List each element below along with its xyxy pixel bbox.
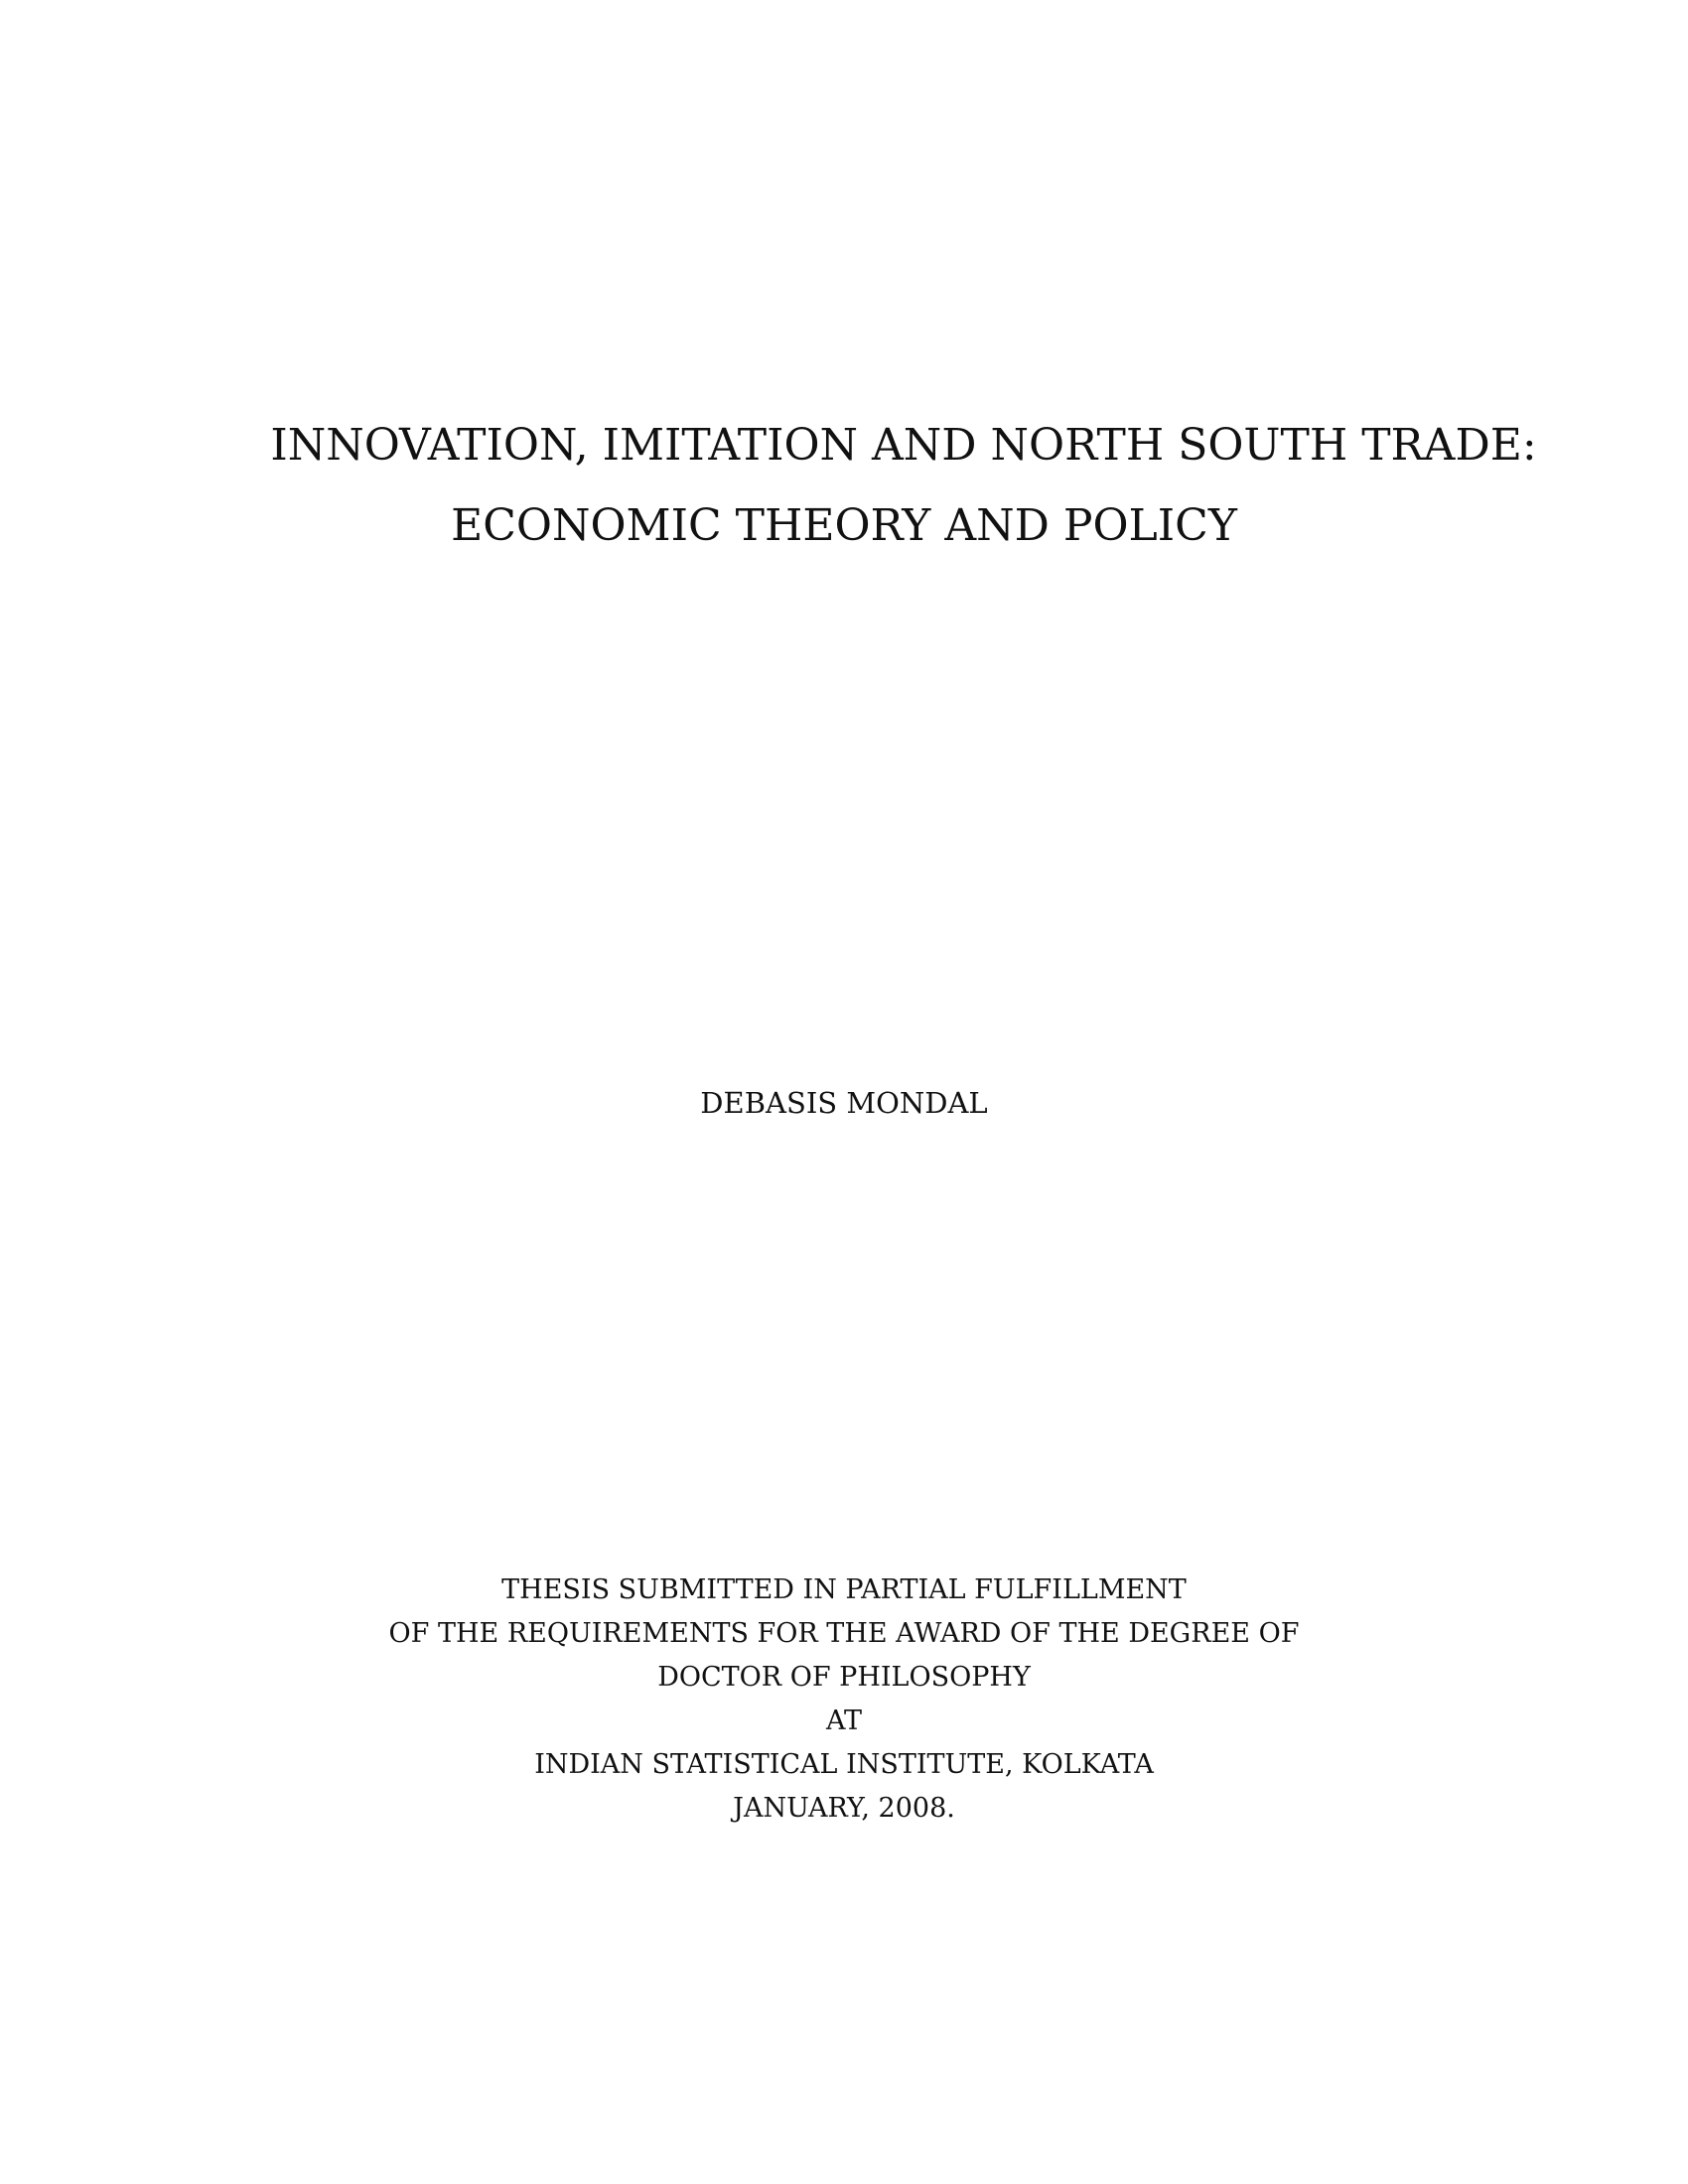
degree-name: DOCTOR OF PHILOSOPHY [0,1661,1688,1695]
submission-line: THESIS SUBMITTED IN PARTIAL FULFILLMENT [0,1573,1688,1607]
submission-line: AT [0,1705,1688,1738]
institution-name: INDIAN STATISTICAL INSTITUTE, KOLKATA [0,1748,1688,1782]
author-name: DEBASIS MONDAL [0,1085,1688,1121]
submission-line: OF THE REQUIREMENTS FOR THE AWARD OF THE… [0,1617,1688,1651]
thesis-title-line-1: INNOVATION, IMITATION AND NORTH SOUTH TR… [60,418,1688,474]
thesis-title-line-2: ECONOMIC THEORY AND POLICY [0,498,1688,554]
submission-date: JANUARY, 2008. [0,1792,1688,1826]
